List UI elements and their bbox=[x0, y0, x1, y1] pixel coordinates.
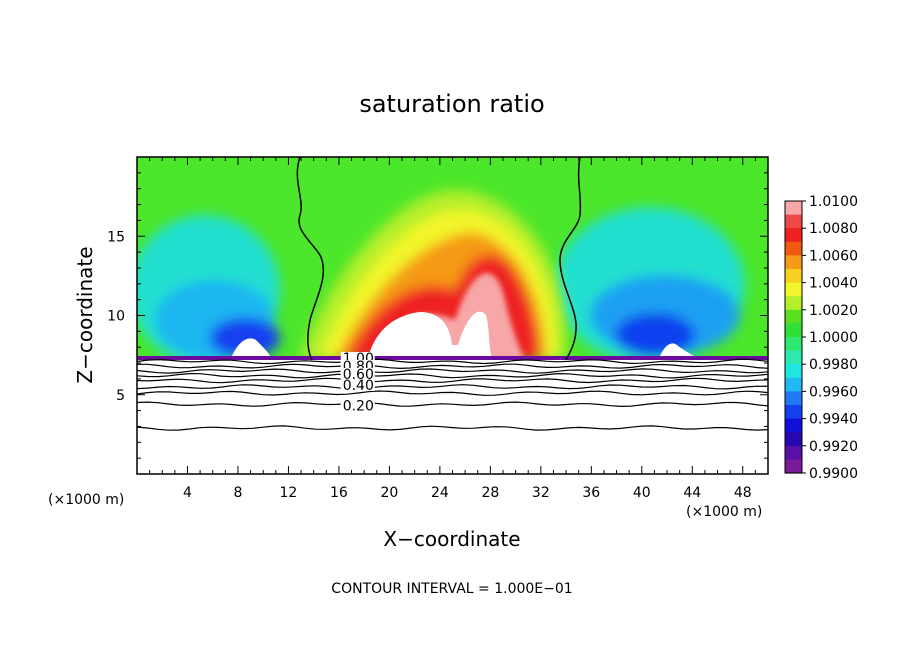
colorbar-label: 0.9920 bbox=[809, 439, 858, 455]
colorbar-band bbox=[785, 391, 802, 406]
colorbar-label: 0.9940 bbox=[809, 412, 858, 428]
colorbar-label: 1.0060 bbox=[809, 248, 858, 264]
colorbar-band bbox=[785, 459, 802, 474]
contour-line-left bbox=[296, 157, 325, 361]
colorbar-label: 0.9900 bbox=[809, 466, 858, 482]
colorbar-band bbox=[785, 418, 802, 433]
colorbar-band bbox=[785, 350, 802, 365]
y-axis-label: Z−coordinate bbox=[73, 246, 97, 383]
x-tick-label: 24 bbox=[431, 485, 449, 501]
y-tick-label: 5 bbox=[116, 388, 125, 404]
contour-line bbox=[137, 363, 768, 370]
contour-label-bg bbox=[340, 378, 375, 391]
colorbar-band bbox=[785, 323, 802, 338]
plot-area: 1.000.800.600.400.20 bbox=[137, 157, 768, 474]
contour-line bbox=[137, 384, 768, 390]
colorbar-band bbox=[785, 241, 802, 256]
colorbar: 1.0100 1.0080 1.0060 1.0040 1.0020 1.0000 0.99… bbox=[784, 194, 858, 482]
x-tick-label: 44 bbox=[683, 485, 701, 501]
contour-line bbox=[137, 372, 768, 379]
contour-label: 0.60 bbox=[343, 367, 374, 383]
x-tick-label: 48 bbox=[734, 485, 752, 501]
saturation-field bbox=[137, 157, 768, 474]
contour-line bbox=[137, 425, 768, 431]
colorbar-label: 1.0040 bbox=[809, 276, 858, 292]
x-tick-label: 28 bbox=[481, 485, 499, 501]
colorbar-label: 1.0100 bbox=[809, 194, 858, 210]
y-tick-label: 15 bbox=[107, 229, 125, 245]
colorbar-band bbox=[785, 377, 802, 392]
x-axis-label: X−coordinate bbox=[383, 527, 520, 551]
colorbar-band bbox=[785, 296, 802, 311]
contour-line bbox=[137, 368, 768, 374]
x-tick-label: 20 bbox=[380, 485, 398, 501]
colorbar-band bbox=[785, 282, 802, 297]
contour-label: 0.40 bbox=[343, 378, 374, 394]
colorbar-label: 1.0020 bbox=[809, 303, 858, 319]
colorbar-band bbox=[785, 337, 802, 352]
colorbar-band bbox=[785, 228, 802, 243]
colorbar-label: 0.9960 bbox=[809, 384, 858, 400]
y-tick-label: 10 bbox=[107, 309, 125, 325]
colorbar-band bbox=[785, 269, 802, 284]
colorbar-band bbox=[785, 201, 802, 216]
colorbar-band bbox=[785, 364, 802, 379]
x-tick-label: 4 bbox=[183, 485, 192, 501]
y-axis: 5 10 15 bbox=[107, 172, 768, 459]
x-tick-label: 40 bbox=[633, 485, 651, 501]
x-axis-unit-right: (×1000 m) bbox=[686, 504, 762, 520]
colorbar-band bbox=[785, 432, 802, 447]
contour-label-bg bbox=[340, 399, 375, 412]
contour-label: 0.20 bbox=[343, 399, 374, 415]
lower-contours bbox=[137, 358, 768, 431]
contour-labels: 1.000.800.600.400.20 bbox=[340, 351, 375, 415]
contour-line bbox=[137, 390, 768, 396]
cloud-region bbox=[368, 311, 492, 358]
x-tick-label: 8 bbox=[233, 485, 242, 501]
colorbar-band bbox=[785, 255, 802, 270]
colorbar-band bbox=[785, 405, 802, 420]
x-axis: 4 8 12 16 20 24 28 32 36 40 44 48 bbox=[149, 157, 756, 501]
x-tick-label: 16 bbox=[330, 485, 348, 501]
x-tick-label: 12 bbox=[280, 485, 298, 501]
contour-line bbox=[137, 377, 768, 384]
x-axis-unit-left: (×1000 m) bbox=[48, 492, 124, 508]
colorbar-label: 0.9980 bbox=[809, 357, 858, 373]
colorbar-label: 1.0080 bbox=[809, 221, 858, 237]
contour-line bbox=[137, 358, 768, 365]
contour-interval-note: CONTOUR INTERVAL = 1.000E−01 bbox=[331, 581, 572, 597]
colorbar-label: 1.0000 bbox=[809, 330, 858, 346]
x-tick-label: 32 bbox=[532, 485, 550, 501]
contour-label-bg bbox=[340, 367, 375, 380]
colorbar-band bbox=[785, 214, 802, 229]
contour-line-right bbox=[559, 157, 582, 361]
contour-line bbox=[137, 401, 768, 408]
chart-title: saturation ratio bbox=[359, 90, 544, 118]
colorbar-band bbox=[785, 445, 802, 460]
colorbar-band bbox=[785, 309, 802, 324]
x-tick-label: 36 bbox=[582, 485, 600, 501]
